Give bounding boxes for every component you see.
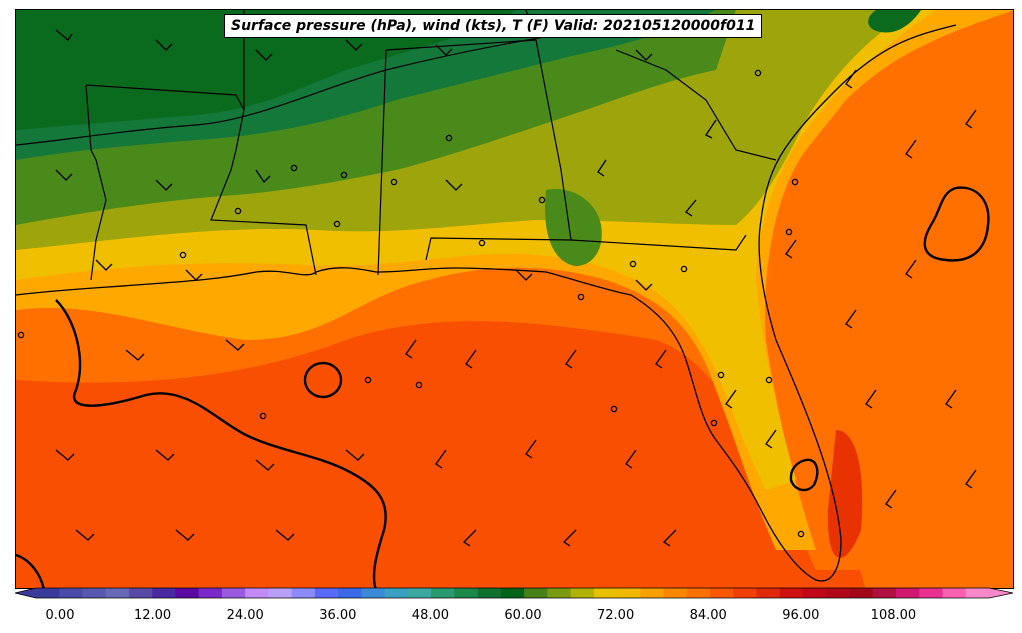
colorbar-tick-label: 48.00 (411, 608, 450, 623)
wind-barbs (55, 29, 977, 547)
colorbar-tick-label: 24.00 (226, 608, 264, 623)
colorbar-swatch (710, 588, 734, 598)
colorbar-swatch (617, 588, 641, 598)
colorbar-swatch (221, 588, 246, 598)
colorbar-tick-label: 108.00 (870, 608, 917, 623)
map-title-box: Surface pressure (hPa), wind (kts), T (F… (224, 14, 763, 38)
colorbar-swatch (942, 588, 967, 598)
colorbar-swatch (36, 588, 60, 598)
colorbar-swatch (268, 588, 293, 598)
colorbar-tick-label: 60.00 (504, 608, 542, 623)
colorbar-swatch (733, 588, 758, 598)
isobars (16, 186, 990, 588)
colorbar-swatch (965, 588, 990, 598)
colorbar-swatch (59, 588, 83, 598)
temperature-colorbar (14, 587, 1014, 599)
colorbar-extend-min (15, 588, 36, 598)
colorbar-swatch (803, 588, 827, 598)
colorbar-swatch (291, 588, 316, 598)
colorbar-tick-label: 72.00 (597, 608, 635, 623)
colorbar-extend-max (989, 588, 1013, 598)
temp-zone-ne-green (868, 10, 921, 33)
colorbar-swatch (919, 588, 944, 598)
colorbar-tick-label: 36.00 (319, 608, 357, 623)
weather-map (15, 9, 1014, 589)
colorbar-swatch (477, 588, 502, 598)
colorbar-swatch (524, 588, 548, 598)
map-title: Surface pressure (hPa), wind (kts), T (F… (231, 18, 756, 34)
colorbar-swatch (407, 588, 432, 598)
colorbar-tick-label: 0.00 (45, 608, 75, 623)
colorbar-swatch (175, 588, 200, 598)
colorbar-swatch (128, 588, 153, 598)
temp-zone-dark-green (16, 10, 516, 130)
colorbar-outline (14, 587, 1014, 599)
colorbar-tick-label: 12.00 (133, 608, 172, 623)
colorbar-swatch (570, 588, 595, 598)
temp-zone-deep-red (827, 430, 863, 558)
colorbar-swatch (245, 588, 269, 598)
colorbar-swatch (198, 588, 223, 598)
colorbar-swatch (686, 588, 711, 598)
colorbar-swatch (314, 588, 339, 598)
colorbar-swatch (384, 588, 409, 598)
colorbar-swatch (593, 588, 618, 598)
colorbar-swatch (849, 588, 874, 598)
map-canvas (16, 10, 1013, 588)
colorbar-swatch (361, 588, 386, 598)
temp-zone-green-patch (545, 189, 602, 266)
colorbar-swatch (500, 588, 525, 598)
colorbar-swatch (338, 588, 362, 598)
colorbar-swatch (663, 588, 688, 598)
colorbar-tick-label: 96.00 (782, 608, 820, 623)
colorbar-swatch (872, 588, 897, 598)
colorbar-swatch (779, 588, 804, 598)
colorbar-swatch (152, 588, 176, 598)
colorbar-swatch (82, 588, 107, 598)
colorbar-swatch (826, 588, 851, 598)
colorbar-swatch (756, 588, 781, 598)
colorbar-swatch (896, 588, 920, 598)
calm-markers (17, 69, 805, 538)
colorbar-tick-label: 84.00 (689, 608, 727, 623)
colorbar-swatch (105, 588, 130, 598)
colorbar-swatch (454, 588, 479, 598)
colorbar-swatch (547, 588, 572, 598)
colorbar-swatch (640, 588, 665, 598)
colorbar-swatch (431, 588, 455, 598)
